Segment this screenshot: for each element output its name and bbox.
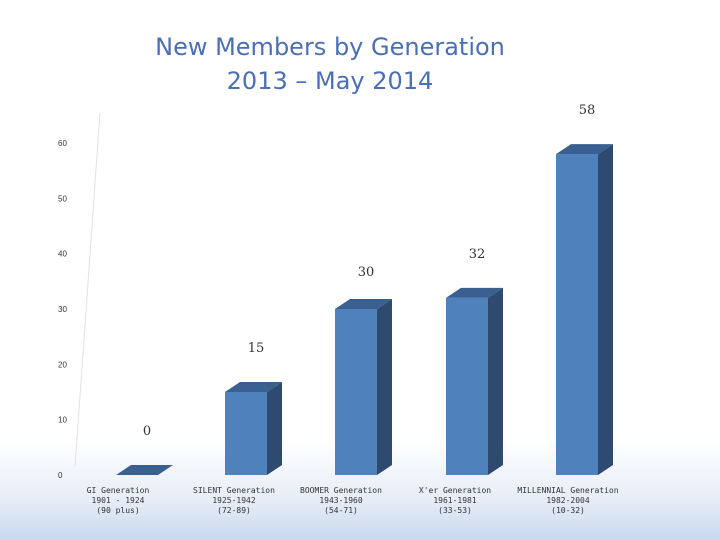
chart-title-line-2: 2013 – May 2014 (226, 67, 434, 95)
x-category-label: GI Generation (87, 486, 150, 495)
data-label: 58 (579, 103, 596, 118)
y-tick-label: 60 (58, 139, 67, 148)
bar-side (267, 382, 282, 475)
y-tick-label: 0 (58, 471, 63, 480)
bar-top (446, 287, 503, 298)
bar (446, 297, 488, 475)
bar-side (377, 299, 392, 475)
y-tick-label: 20 (58, 360, 67, 369)
data-label: 32 (469, 247, 486, 262)
y-tick-label: 10 (58, 416, 67, 425)
x-category-label: (10-32) (551, 506, 585, 515)
x-category-label: 1925-1942 (212, 496, 256, 505)
bar-top (116, 465, 173, 475)
x-category-label: MILLENNIAL Generation (517, 486, 618, 495)
bar-top (556, 144, 613, 155)
data-label: 30 (358, 265, 375, 280)
bar-side (488, 287, 503, 475)
bar-side (598, 144, 613, 476)
x-category-label: (90 plus) (96, 506, 139, 515)
data-label: 15 (248, 341, 265, 356)
y-tick-label: 50 (58, 194, 67, 203)
chart-title-line-1: New Members by Generation (155, 33, 505, 61)
x-category-label: (54-71) (324, 506, 358, 515)
bar-top (335, 299, 392, 309)
bar (225, 392, 267, 475)
x-category-label: SILENT Generation (193, 486, 275, 495)
y-tick-label: 40 (58, 250, 67, 259)
bar (335, 309, 377, 475)
x-category-label: BOOMER Generation (300, 486, 382, 495)
chart-title: New Members by Generation 2013 – May 201… (130, 30, 530, 98)
axis-wall-edge (74, 112, 101, 468)
data-label: 0 (143, 424, 151, 439)
y-tick-label: 30 (58, 305, 67, 314)
x-category-label: (72-89) (217, 506, 251, 515)
x-category-label: 1982-2004 (546, 496, 590, 505)
x-category-label: 1901 - 1924 (92, 496, 145, 505)
x-category-label: X'er Generation (419, 486, 491, 495)
bar-top (225, 382, 282, 392)
bar (556, 154, 598, 476)
x-category-label: (33-53) (438, 506, 472, 515)
x-category-label: 1961-1981 (433, 496, 477, 505)
x-category-label: 1943-1960 (319, 496, 363, 505)
